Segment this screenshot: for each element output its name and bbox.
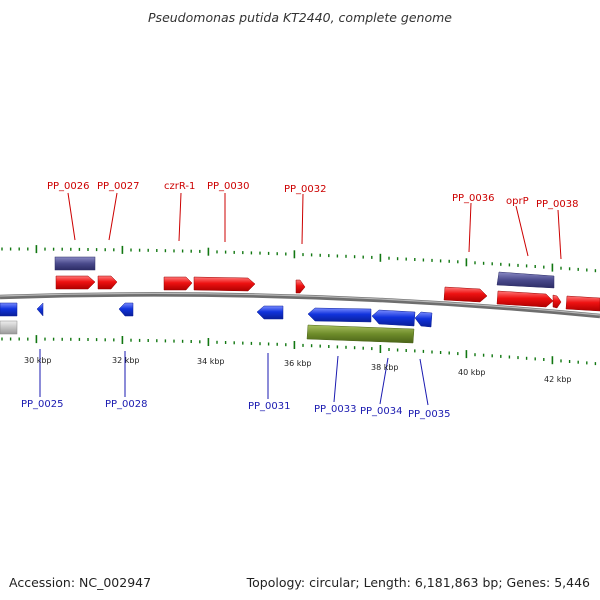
genome-backbone-highlight bbox=[0, 292, 600, 316]
forward-leader-lines bbox=[67, 192, 562, 260]
scale-labels: 30 kbp 32 kbp 34 kbp 36 kbp 38 kbp 40 kb… bbox=[24, 356, 572, 384]
gene-pp0033-arrow[interactable] bbox=[307, 307, 372, 323]
forward-gene-labels: PP_0026 PP_0027 czrR-1 PP_0030 PP_0032 P… bbox=[47, 181, 579, 210]
leader-line bbox=[333, 355, 339, 403]
gene-label-pp0032[interactable]: PP_0032 bbox=[284, 184, 327, 195]
gene-pp0031-arrow[interactable] bbox=[256, 305, 284, 320]
gene-pp0030-arrow[interactable] bbox=[193, 276, 256, 292]
gene-czrr1-arrow[interactable] bbox=[163, 276, 193, 291]
genome-summary-text: Topology: circular; Length: 6,181,863 bp… bbox=[246, 575, 590, 590]
gene-label-pp0035[interactable]: PP_0035 bbox=[408, 409, 451, 420]
leader-line bbox=[419, 358, 429, 406]
gene-label-pp0031[interactable]: PP_0031 bbox=[248, 401, 291, 412]
gene-pp0026-arrow[interactable] bbox=[55, 275, 96, 290]
grey-feature bbox=[0, 320, 18, 335]
gene-label-pp0036[interactable]: PP_0036 bbox=[452, 193, 495, 204]
gene-pp0028-arrow[interactable] bbox=[118, 302, 134, 317]
leader-line bbox=[108, 192, 118, 241]
gene-oprp-arrow[interactable] bbox=[496, 290, 554, 308]
gene-pp0039-arrow[interactable] bbox=[565, 295, 600, 312]
scale-label: 42 kbp bbox=[544, 375, 572, 384]
gene-pp0025-arrow[interactable] bbox=[36, 302, 44, 317]
gene-pp0035-arrow[interactable] bbox=[414, 311, 433, 328]
gene-label-pp0038[interactable]: PP_0038 bbox=[536, 199, 579, 210]
leader-line bbox=[301, 193, 304, 245]
scale-label: 36 kbp bbox=[284, 359, 312, 368]
scale-label: 34 kbp bbox=[197, 357, 225, 366]
reverse-tick-track bbox=[1, 335, 597, 366]
leader-line bbox=[379, 357, 389, 405]
accession-text: Accession: NC_002947 bbox=[9, 575, 152, 590]
scale-label: 32 kbp bbox=[112, 356, 140, 365]
forward-tick-track bbox=[1, 245, 597, 273]
leader-line bbox=[67, 192, 76, 241]
gene-pp0034-arrow[interactable] bbox=[371, 309, 416, 327]
olive-feature bbox=[306, 324, 415, 344]
reverse-leader-lines bbox=[39, 349, 429, 406]
gene-label-pp0033[interactable]: PP_0033 bbox=[314, 404, 357, 415]
scale-label: 30 kbp bbox=[24, 356, 52, 365]
leader-line bbox=[468, 202, 472, 253]
gene-pp0036-arrow[interactable] bbox=[443, 286, 488, 303]
leader-line bbox=[178, 192, 182, 242]
genome-backbone bbox=[0, 292, 600, 319]
gene-label-pp0026[interactable]: PP_0026 bbox=[47, 181, 90, 192]
scale-label: 40 kbp bbox=[458, 368, 486, 377]
gene-pp0024-arrow[interactable] bbox=[0, 302, 18, 317]
purple-feature bbox=[54, 256, 96, 271]
gene-label-pp0028[interactable]: PP_0028 bbox=[105, 399, 148, 410]
gene-label-pp0030[interactable]: PP_0030 bbox=[207, 181, 250, 192]
gene-pp0032-arrow[interactable] bbox=[295, 279, 306, 294]
gene-pp0038-arrow[interactable] bbox=[552, 294, 562, 309]
leader-line bbox=[515, 205, 529, 257]
gene-label-czrr1[interactable]: czrR-1 bbox=[164, 181, 195, 192]
leader-line bbox=[557, 209, 562, 260]
genome-title: Pseudomonas putida KT2440, complete geno… bbox=[148, 10, 452, 25]
gene-label-pp0025[interactable]: PP_0025 bbox=[21, 399, 64, 410]
gene-pp0027-arrow[interactable] bbox=[97, 275, 118, 290]
gene-label-pp0034[interactable]: PP_0034 bbox=[360, 406, 403, 417]
gene-label-oprp[interactable]: oprP bbox=[506, 196, 529, 207]
scale-label: 38 kbp bbox=[371, 363, 399, 372]
reverse-gene-labels: PP_0025 PP_0028 PP_0031 PP_0033 PP_0034 … bbox=[21, 399, 451, 420]
purple-feature bbox=[496, 271, 555, 289]
gene-label-pp0027[interactable]: PP_0027 bbox=[97, 181, 140, 192]
